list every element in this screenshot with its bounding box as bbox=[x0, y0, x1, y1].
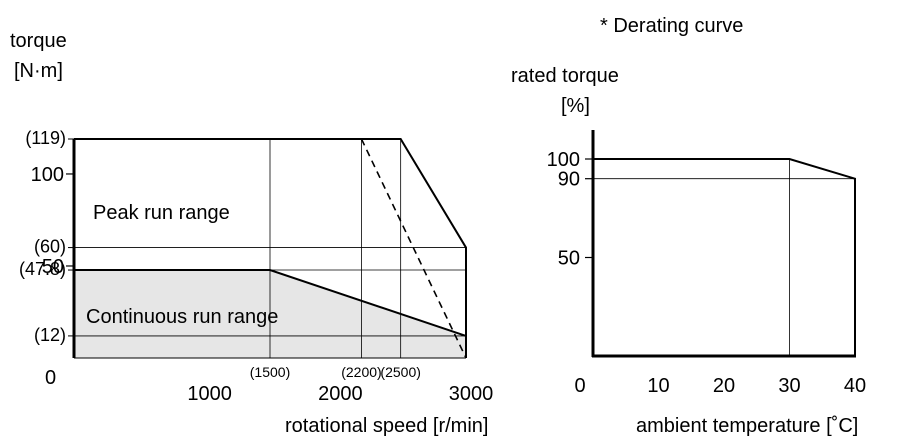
torque-y-ticks: 50 100 (119) (60)(47.8) (12) bbox=[19, 128, 74, 345]
peak-run-range-label: Peak run range bbox=[93, 202, 230, 224]
derating-ylabel-line1: rated torque bbox=[511, 65, 619, 87]
torque-y-tick-label: 100 bbox=[31, 164, 64, 186]
derating-x-tick-label: 40 bbox=[844, 375, 866, 397]
torque-x-tick-label: 1000 bbox=[187, 383, 232, 405]
derating-x-tick-label: 20 bbox=[713, 375, 735, 397]
torque-ylabel-line1: torque bbox=[10, 30, 67, 52]
torque-y-ref-label: (119) bbox=[25, 128, 66, 148]
derating-xlabel: ambient temperature [˚C] bbox=[636, 415, 858, 437]
continuous-run-boundary bbox=[74, 269, 467, 358]
torque-x-tick-label: 3000 bbox=[449, 383, 494, 405]
torque-y-tick-label: 50 bbox=[42, 256, 64, 278]
torque-ylabel-line2: [N·m] bbox=[14, 60, 63, 82]
derating-x-tick-label: 0 bbox=[574, 375, 585, 397]
derating-x-tick-label: 10 bbox=[647, 375, 669, 397]
derating-grid bbox=[593, 159, 855, 356]
derating-ylabel-line2: [%] bbox=[561, 95, 590, 117]
torque-x-ref-label: (2200) bbox=[341, 364, 381, 380]
torque-x-ref-label: (1500) bbox=[250, 364, 290, 380]
torque-x-ref-label: (2500) bbox=[380, 364, 420, 380]
continuous-run-range-label: Continuous run range bbox=[86, 306, 278, 328]
torque-xlabel: rotational speed [r/min] bbox=[285, 415, 488, 437]
peak-run-boundary bbox=[74, 138, 467, 358]
derating-title: * Derating curve bbox=[600, 15, 743, 37]
torque-y-ref-label: (60) bbox=[34, 237, 66, 257]
torque-x-ticks: 1000 2000 3000 (1500) (2200)(2500) bbox=[187, 364, 493, 405]
derating-y-tick-label: 90 bbox=[558, 169, 580, 191]
dashed-limit-line bbox=[360, 138, 467, 359]
torque-origin-label: 0 bbox=[45, 367, 56, 389]
derating-x-tick-label: 30 bbox=[778, 375, 800, 397]
derating-x-ticks: 0 10 20 30 40 bbox=[574, 375, 866, 397]
torque-x-tick-label: 2000 bbox=[318, 383, 363, 405]
torque-speed-chart: 50 100 (119) (60)(47.8) (12) 1000 2000 3000 (15… bbox=[10, 30, 493, 437]
derating-curve bbox=[593, 158, 856, 356]
torque-y-ref-label: (47.8) bbox=[19, 259, 66, 279]
derating-y-tick-label: 50 bbox=[558, 248, 580, 270]
derating-y-tick-label: 100 bbox=[547, 149, 580, 171]
torque-y-ref-label: (12) bbox=[34, 325, 66, 345]
